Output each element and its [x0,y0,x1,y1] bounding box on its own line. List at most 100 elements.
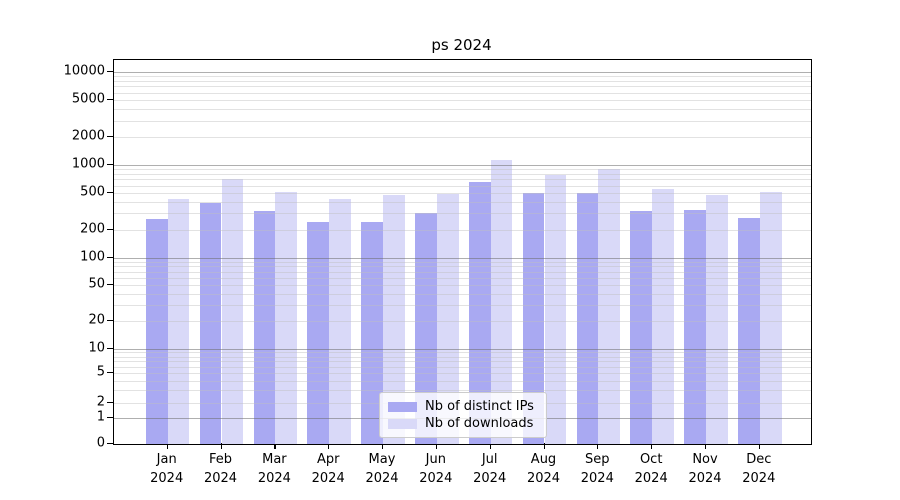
bar-distinct-ips-jan [145,219,168,444]
minor-gridline [114,352,811,354]
x-tick-mark [382,443,384,449]
x-tick-mark [651,443,653,449]
x-tick-mark [435,443,437,449]
bar-distinct-ips-feb [199,203,222,444]
bar-downloads-nov [706,194,728,444]
bar-downloads-dec [759,192,782,444]
minor-gridline [114,380,811,382]
minor-gridline [114,92,811,94]
minor-gridline [114,389,811,391]
minor-gridline [114,373,811,375]
bar-downloads-oct [652,189,674,444]
y-tick-mark [107,256,113,258]
y-tick-label: 0 [96,435,105,451]
minor-gridline [114,169,811,171]
minor-gridline [114,366,811,368]
bars-layer [114,60,811,444]
minor-gridline [114,100,811,101]
x-tick-mark [220,443,222,449]
minor-gridline [114,266,811,268]
bar-downloads-feb [221,179,244,444]
y-tick-label: 1 [96,409,105,425]
minor-gridline [114,285,811,286]
x-tick-label: Jul 2024 [473,452,507,486]
bar-downloads-aug [544,174,567,444]
y-tick-label: 1000 [71,156,105,172]
y-tick-mark [107,284,113,286]
y-tick-mark [107,347,113,349]
minor-gridline [114,81,811,82]
y-tick-label: 500 [80,184,105,200]
chart-title: ps 2024 [431,36,492,54]
bar-downloads-apr [329,198,351,444]
minor-gridline [114,120,811,122]
x-tick-label: Jan 2024 [150,452,184,486]
bar-distinct-ips-sep [576,192,599,444]
bar-distinct-ips-apr [307,221,330,444]
y-tick-mark [107,164,113,166]
legend-swatch-downloads [388,418,417,429]
legend: Nb of distinct IPs Nb of downloads [379,392,547,438]
minor-gridline [114,305,811,307]
y-tick-mark [107,401,113,403]
x-tick-label: Apr 2024 [311,452,345,486]
x-tick-mark [328,443,330,449]
y-tick-label: 10000 [63,63,105,79]
bar-distinct-ips-aug [522,193,545,444]
y-tick-mark [107,372,113,374]
x-tick-label: Nov 2024 [688,452,722,486]
legend-label-downloads: Nb of downloads [425,416,534,431]
y-tick-mark [107,320,113,322]
plot-area [113,59,812,445]
minor-gridline [114,86,811,88]
y-tick-label: 10 [88,340,105,356]
y-tick-mark [107,99,113,101]
major-gridline [114,165,811,166]
minor-gridline [114,271,811,273]
y-tick-mark [107,136,113,138]
bar-distinct-ips-oct [630,210,653,444]
minor-gridline [114,213,811,215]
y-tick-mark [107,71,113,73]
minor-gridline [114,356,811,358]
minor-gridline [114,229,811,231]
legend-label-distinct-ips: Nb of distinct IPs [425,399,534,414]
x-tick-mark [274,443,276,449]
y-tick-label: 20 [88,312,105,328]
x-tick-label: Feb 2024 [203,452,238,486]
x-tick-label: Jun 2024 [419,452,453,486]
major-gridline [114,72,811,73]
grid-layer [114,60,811,444]
legend-entry-distinct-ips: Nb of distinct IPs [388,398,538,415]
bar-distinct-ips-nov [684,209,706,444]
minor-gridline [114,76,811,78]
bar-downloads-may [383,195,405,444]
bar-downloads-jul [490,159,513,444]
legend-entry-downloads: Nb of downloads [388,415,538,432]
y-tick-mark [107,443,113,445]
y-tick-label: 2 [96,394,105,410]
bar-downloads-jun [436,193,459,444]
minor-gridline [114,137,811,138]
x-tick-label: Mar 2024 [257,452,291,486]
bar-distinct-ips-jun [415,213,437,444]
y-tick-label: 5 [96,364,105,380]
bar-distinct-ips-dec [738,217,760,444]
minor-gridline [114,361,811,363]
minor-gridline [114,201,811,203]
x-tick-mark [597,443,599,449]
minor-gridline [114,185,811,187]
x-tick-mark [543,443,545,449]
minor-gridline [114,277,811,279]
y-tick-label: 100 [80,249,105,264]
y-tick-mark [107,416,113,418]
bar-downloads-jan [167,199,190,444]
bar-distinct-ips-may [361,221,383,444]
major-gridline [114,257,811,259]
x-tick-mark [758,443,760,449]
y-tick-label: 50 [88,276,105,292]
y-tick-label: 2000 [71,128,105,144]
minor-gridline [114,174,811,175]
x-tick-label: Oct 2024 [634,452,668,486]
